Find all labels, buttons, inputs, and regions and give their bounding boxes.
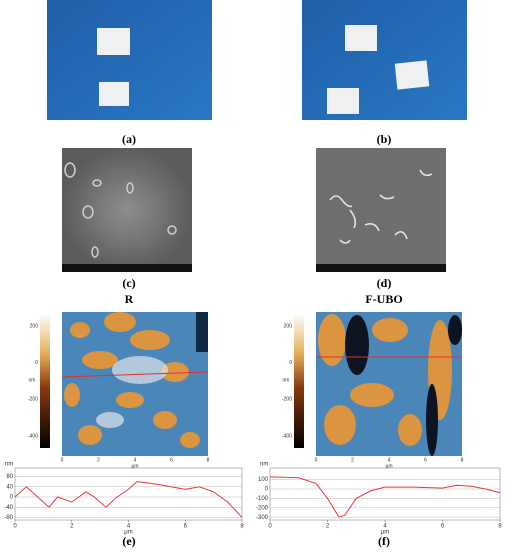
y-tick-label: -300 bbox=[256, 515, 269, 521]
x-axis-label: μm bbox=[381, 530, 389, 536]
panel-label: (d) bbox=[377, 276, 392, 290]
afm-title: F-UBO bbox=[365, 292, 402, 306]
sem-d bbox=[316, 148, 446, 272]
afm-axis-label: 6 bbox=[170, 457, 173, 463]
x-tick-label: 4 bbox=[127, 524, 131, 530]
y-tick-label: 0 bbox=[265, 487, 269, 493]
sample bbox=[327, 88, 359, 114]
afm-axis-label: 8 bbox=[207, 457, 210, 463]
panel-label: (e) bbox=[122, 534, 135, 548]
y-tick-label: -40 bbox=[4, 505, 13, 511]
y-axis-label: nm bbox=[5, 462, 13, 468]
x-tick-label: 6 bbox=[184, 524, 188, 530]
afm-title: R bbox=[125, 292, 134, 306]
colorbar-tick-label: 0 bbox=[289, 360, 292, 366]
sem-bar bbox=[62, 264, 192, 272]
afm-axis-label: 4 bbox=[388, 457, 391, 463]
colorbar bbox=[40, 313, 50, 448]
y-tick-label: -100 bbox=[256, 496, 269, 502]
afm-features bbox=[96, 356, 168, 428]
plot-frame bbox=[14, 467, 243, 521]
y-tick-label: -80 bbox=[4, 515, 13, 521]
x-tick-label: 4 bbox=[383, 524, 387, 530]
afm-features bbox=[64, 312, 200, 448]
sem-features bbox=[329, 169, 433, 244]
x-tick-label: 8 bbox=[240, 524, 244, 530]
afm-axis-label: 2 bbox=[351, 457, 354, 463]
colorbar-tick-label: 0 bbox=[35, 360, 38, 366]
colorbar-tick-label: 200 bbox=[284, 323, 293, 329]
x-tick-label: 0 bbox=[268, 524, 272, 530]
afm-features bbox=[196, 312, 208, 352]
colorbar-unit: nm bbox=[283, 377, 290, 383]
colorbar-tick-label: -400 bbox=[28, 433, 38, 439]
colorbar bbox=[294, 313, 304, 448]
panel-label: (b) bbox=[377, 132, 392, 146]
colorbar-unit: nm bbox=[29, 377, 36, 383]
colorbar-tick-label: 200 bbox=[30, 323, 39, 329]
afm-axis-unit: μm bbox=[131, 463, 138, 469]
x-tick-label: 2 bbox=[326, 524, 330, 530]
y-tick-label: 100 bbox=[258, 477, 269, 483]
colorbar-tick-label: -200 bbox=[28, 397, 38, 403]
afm-axis-label: 0 bbox=[315, 457, 318, 463]
x-tick-label: 2 bbox=[70, 524, 74, 530]
y-tick-label: 40 bbox=[6, 484, 13, 490]
panel-label: (c) bbox=[122, 276, 135, 290]
afm-features bbox=[345, 315, 462, 456]
photo-a bbox=[47, 0, 212, 120]
afm-axis-label: 2 bbox=[97, 457, 100, 463]
afm-axis-label: 4 bbox=[134, 457, 137, 463]
sample bbox=[99, 82, 129, 106]
panel-label: (f) bbox=[378, 534, 390, 548]
x-tick-label: 6 bbox=[441, 524, 445, 530]
y-axis-label: nm bbox=[260, 462, 268, 468]
sample bbox=[394, 60, 430, 90]
plot-frame bbox=[269, 467, 501, 521]
panel-label: (a) bbox=[122, 132, 136, 146]
afm-axis-label: 8 bbox=[461, 457, 464, 463]
sem-bar bbox=[316, 264, 446, 272]
sample bbox=[345, 25, 377, 51]
y-tick-label: 0 bbox=[10, 495, 14, 501]
x-axis-label: μm bbox=[124, 530, 132, 536]
photo-b bbox=[302, 0, 467, 120]
sem-c bbox=[62, 148, 192, 272]
y-tick-label: -200 bbox=[256, 505, 269, 511]
profile bbox=[14, 481, 243, 518]
afm-axis-label: 6 bbox=[424, 457, 427, 463]
x-tick-label: 0 bbox=[13, 524, 17, 530]
profile bbox=[269, 476, 501, 518]
colorbar-tick-label: -400 bbox=[282, 433, 292, 439]
y-tick-label: 80 bbox=[6, 474, 13, 480]
afm-axis-unit: μm bbox=[385, 463, 392, 469]
sem-features bbox=[64, 162, 177, 258]
sample bbox=[97, 28, 130, 55]
afm-axis-label: 0 bbox=[61, 457, 64, 463]
profile-line bbox=[61, 371, 209, 378]
colorbar-tick-label: -200 bbox=[282, 397, 292, 403]
x-tick-label: 8 bbox=[498, 524, 502, 530]
